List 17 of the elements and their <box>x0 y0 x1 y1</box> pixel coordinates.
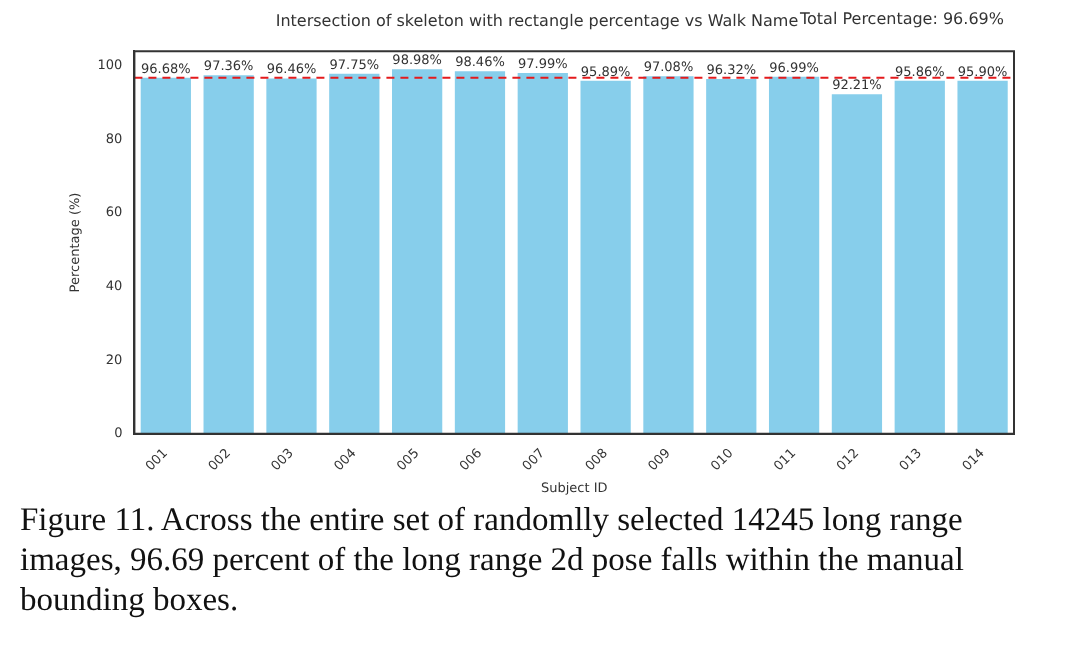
bar <box>454 71 506 434</box>
bar <box>580 80 631 434</box>
bar <box>768 76 820 434</box>
bar <box>706 79 757 434</box>
bar <box>392 69 443 434</box>
bar <box>140 77 191 434</box>
bar <box>329 73 380 434</box>
chart-title: Intersection of skeleton with rectangle percentage vs Walk Name <box>275 11 799 30</box>
bar <box>957 80 1008 434</box>
text: Total Percentage: 96.69% <box>800 10 1004 28</box>
bar <box>517 72 568 434</box>
bar <box>266 78 317 434</box>
bar <box>643 76 694 434</box>
caption: Figure 11. Across the entire set of randomlly selected 14245 long range images, 96.69 percent of the long range 2d pose falls within the manual bounding boxes. <box>20 500 966 620</box>
bar <box>203 75 254 434</box>
bar <box>894 80 945 434</box>
bar <box>831 94 883 434</box>
